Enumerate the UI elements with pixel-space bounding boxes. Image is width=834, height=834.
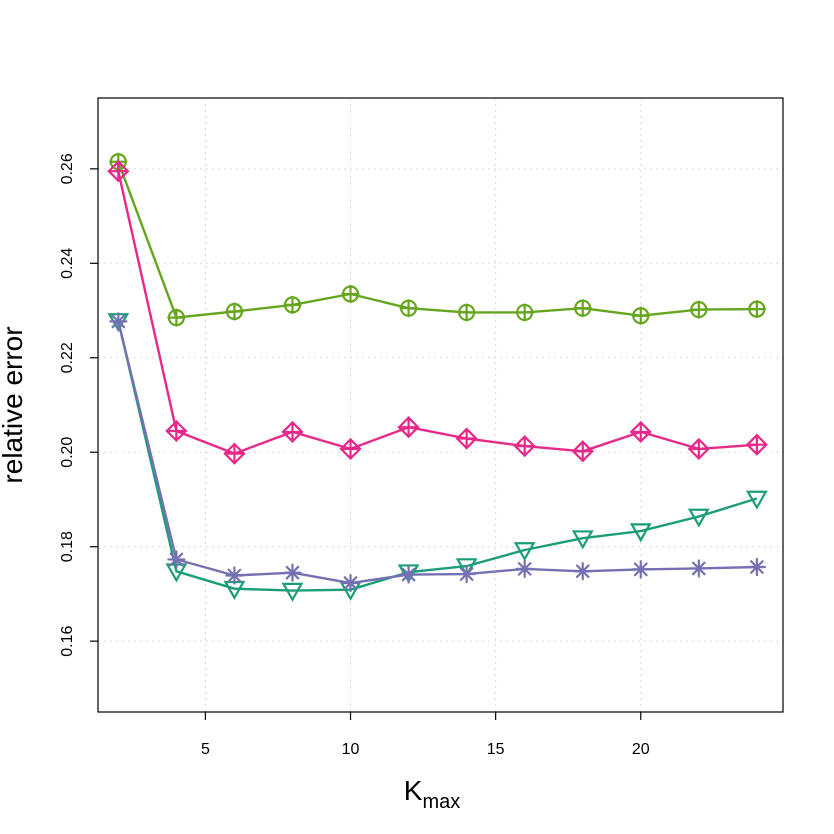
data-point-triangle-down: [397, 564, 420, 584]
data-point-asterisk: [689, 559, 708, 578]
data-point-diamond-plus: [745, 433, 768, 456]
data-point-triangle-down: [571, 530, 594, 550]
data-point-triangle-down: [455, 558, 478, 578]
axes: 5 10 15 20 0.16 0.18 0.20 0.22 0.24 0.26: [59, 153, 650, 758]
y-tick-label: 0.20: [59, 437, 76, 468]
data-point-triangle-down: [281, 582, 304, 602]
data-point-diamond-plus: [223, 442, 246, 465]
data-point-circle-plus: [457, 303, 476, 322]
x-axis-title: Kmax: [404, 775, 460, 813]
y-tick-label: 0.26: [59, 153, 76, 184]
series-line: [117, 161, 757, 319]
data-point-circle-plus: [689, 300, 708, 319]
x-tick-label: 15: [487, 741, 505, 758]
data-point-asterisk: [573, 562, 592, 581]
data-point-diamond-plus: [107, 160, 130, 183]
data-point-diamond-plus: [687, 437, 710, 460]
data-point-asterisk: [109, 312, 128, 331]
grid: [98, 98, 783, 712]
y-tick-label: 0.16: [59, 625, 76, 656]
data-point-circle-plus: [283, 295, 302, 314]
data-point-asterisk: [399, 565, 418, 584]
data-point-asterisk: [341, 573, 360, 593]
y-tick-label: 0.22: [59, 342, 76, 373]
data-point-circle-plus: [631, 306, 650, 325]
data-point-triangle-down: [745, 490, 768, 510]
y-axis-title: relative error: [0, 326, 28, 483]
data-point-diamond-plus: [281, 420, 304, 443]
series-layer: [107, 152, 768, 602]
x-tick-label: 10: [342, 741, 360, 758]
data-point-asterisk: [283, 563, 302, 582]
series-line: [117, 320, 758, 592]
plot-frame: [97, 97, 784, 713]
data-point-diamond-plus: [165, 419, 188, 443]
data-point-diamond-plus: [455, 427, 478, 450]
series-asterisk: [109, 312, 766, 593]
data-point-diamond-plus: [339, 437, 362, 460]
data-point-asterisk: [167, 550, 186, 569]
series-line: [117, 170, 757, 455]
data-point-asterisk: [515, 559, 534, 578]
data-point-circle-plus: [167, 308, 186, 327]
x-axis-title-subscript: max: [422, 791, 460, 813]
x-tick-label: 20: [632, 741, 650, 758]
data-point-circle-plus: [747, 300, 766, 319]
data-point-circle-plus: [225, 302, 244, 321]
series-triangle-down: [107, 313, 768, 602]
data-point-asterisk: [457, 564, 476, 584]
data-point-circle-plus: [515, 303, 534, 322]
data-point-asterisk: [631, 560, 650, 579]
series-diamond-plus: [107, 160, 768, 465]
data-point-diamond-plus: [397, 416, 420, 439]
data-point-diamond-plus: [571, 440, 594, 463]
y-tick-label: 0.18: [59, 531, 76, 562]
data-point-triangle-down: [513, 542, 536, 562]
y-tick-label: 0.24: [59, 248, 76, 279]
data-point-triangle-down: [629, 523, 652, 543]
x-axis-title-main: K: [404, 775, 423, 806]
data-point-triangle-down: [687, 508, 710, 528]
series-line: [117, 321, 757, 585]
data-point-circle-plus: [341, 284, 360, 304]
series-circle-plus: [109, 152, 766, 327]
data-point-asterisk: [747, 557, 766, 577]
data-point-diamond-plus: [629, 420, 652, 443]
data-point-circle-plus: [573, 299, 592, 318]
data-point-circle-plus: [399, 299, 418, 318]
x-tick-label: 5: [201, 741, 210, 758]
data-point-diamond-plus: [513, 435, 536, 458]
data-point-asterisk: [225, 566, 244, 585]
